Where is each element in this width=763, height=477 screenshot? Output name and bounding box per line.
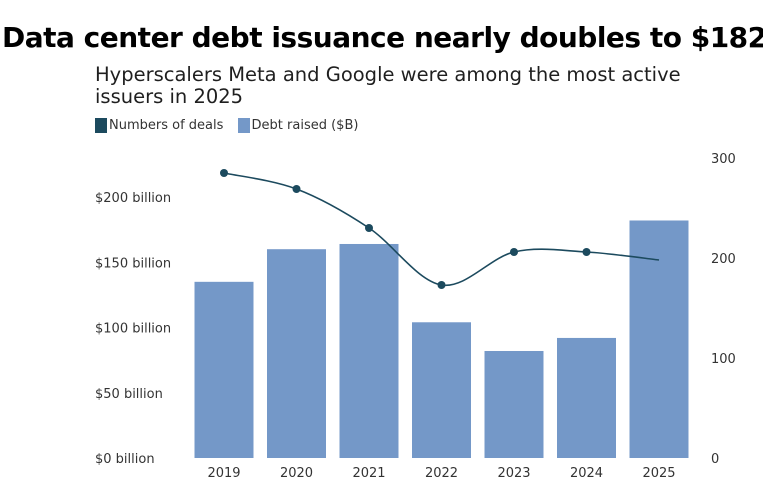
deals-point-2021 (365, 224, 373, 232)
right-axis-tick-200: 200 (711, 252, 736, 267)
deals-point-2024 (582, 248, 591, 256)
bar-2025 (629, 220, 689, 458)
right-axis-tick-300: 300 (711, 152, 736, 167)
bar-2024 (557, 337, 616, 458)
bar-2022 (412, 322, 471, 458)
x-axis-label-2022: 2022 (425, 466, 458, 477)
bar-2021 (339, 243, 399, 458)
x-axis-label-2023: 2023 (497, 466, 530, 477)
deals-point-2022 (437, 281, 446, 289)
legend-swatch-deals (95, 118, 107, 133)
left-axis-tick-50: $50 billion (95, 387, 163, 402)
deals-point-2023 (510, 248, 518, 256)
bar-2019 (194, 281, 254, 458)
left-axis-tick-200: $200 billion (95, 191, 171, 206)
left-axis-tick-150: $150 billion (95, 256, 171, 271)
chart-legend: Numbers of deals Debt raised ($B) (95, 118, 368, 137)
legend-swatch-debt (237, 118, 250, 133)
right-axis-tick-100: 100 (711, 352, 736, 367)
x-axis-label-2019: 2019 (207, 466, 240, 477)
right-axis-tick-0: 0 (711, 452, 719, 467)
deals-point-2019 (220, 169, 228, 177)
x-axis-label-2024: 2024 (570, 466, 603, 477)
legend-item-deals: Numbers of deals (95, 118, 223, 133)
chart-headline: Data center debt issuance nearly doubles… (2, 21, 763, 54)
bar-2020 (267, 249, 326, 458)
bar-2023 (484, 350, 544, 458)
legend-label-debt: Debt raised ($B) (251, 118, 359, 133)
x-axis-label-2025: 2025 (642, 466, 675, 477)
deals-point-2020 (292, 185, 301, 193)
left-axis-tick-0: $0 billion (95, 452, 155, 467)
x-axis-label-2020: 2020 (280, 466, 313, 477)
left-axis-tick-100: $100 billion (95, 322, 171, 337)
x-axis-label-2021: 2021 (352, 466, 385, 477)
legend-label-deals: Numbers of deals (109, 118, 224, 133)
legend-item-debt: Debt raised ($B) (237, 118, 359, 133)
chart-subtitle: Hyperscalers Meta and Google were among … (95, 63, 681, 108)
